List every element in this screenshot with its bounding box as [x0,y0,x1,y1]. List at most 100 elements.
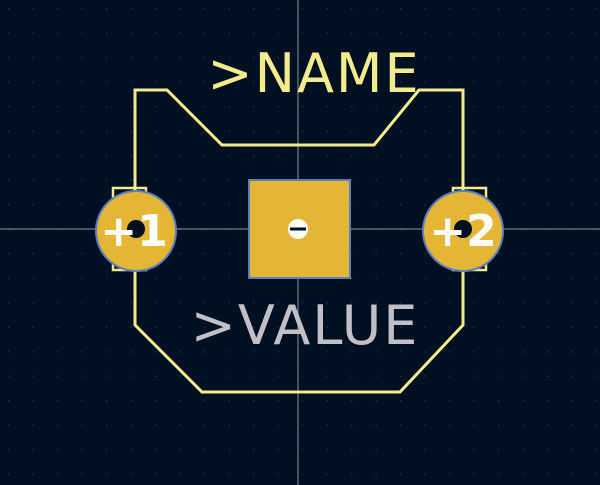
grid-dot [498,424,500,426]
pad-center[interactable] [248,179,351,279]
grid-dot [8,253,10,255]
grid-dot [522,32,524,34]
grid-dot [57,253,59,255]
grid-dot [106,424,108,426]
footprint-name-text[interactable]: >NAME [207,42,420,105]
grid-dot [8,204,10,206]
grid-dot [204,400,206,402]
grid-dot [326,351,328,353]
grid-dot [596,326,598,328]
grid-dot [57,424,59,426]
footprint-value-text[interactable]: >VALUE [191,294,420,357]
grid-dot [547,449,549,451]
grid-dot [57,473,59,475]
grid-dot [81,277,83,279]
grid-dot [81,155,83,157]
grid-dot [449,32,451,34]
grid-dot [498,81,500,83]
grid-dot [155,277,157,279]
grid-dot [400,155,402,157]
grid-dot [522,81,524,83]
grid-dot [326,326,328,328]
grid-dot [302,400,304,402]
grid-dot [130,375,132,377]
grid-dot [375,400,377,402]
grid-dot [547,253,549,255]
grid-dot [351,81,353,83]
grid-dot [204,130,206,132]
grid-dot [57,277,59,279]
grid-dot [130,106,132,108]
grid-dot [596,277,598,279]
grid-dot [106,106,108,108]
grid-dot [498,449,500,451]
grid-dot [473,449,475,451]
grid-dot [57,302,59,304]
grid-dot [277,57,279,59]
grid-dot [351,155,353,157]
silkscreen-body-outline[interactable] [133,88,465,394]
grid-dot [351,8,353,10]
grid-dot [400,253,402,255]
grid-dot [473,400,475,402]
grid-dot [547,375,549,377]
grid-dot [32,155,34,157]
grid-dot [547,204,549,206]
grid-dot [571,424,573,426]
grid-dot [522,106,524,108]
grid-dot [400,424,402,426]
grid-dot [179,130,181,132]
grid-dot [473,424,475,426]
grid-dot [155,424,157,426]
grid-dot [547,302,549,304]
grid-dot [351,32,353,34]
grid-dot [449,106,451,108]
grid-dot [375,106,377,108]
grid-dot [253,375,255,377]
grid-dot [473,375,475,377]
grid-dot [326,302,328,304]
grid-dot [253,326,255,328]
grid-dot [547,424,549,426]
grid-dot [32,57,34,59]
grid-dot [57,32,59,34]
grid-dot [596,204,598,206]
grid-dot [57,106,59,108]
grid-dot [81,326,83,328]
grid-dot [473,32,475,34]
grid-dot [155,106,157,108]
grid-dot [130,302,132,304]
grid-dot [8,155,10,157]
grid-dot [351,473,353,475]
grid-dot [375,449,377,451]
grid-dot [400,326,402,328]
grid-dot [204,155,206,157]
grid-dot [498,326,500,328]
grid-dot [522,473,524,475]
pad-2[interactable]: +2 [422,190,504,272]
grid-dot [106,130,108,132]
grid-dot [81,81,83,83]
grid-dot [547,8,549,10]
grid-dot [302,106,304,108]
grid-dot [228,375,230,377]
grid-dot [547,326,549,328]
grid-dot [130,81,132,83]
pad-1[interactable]: +1 [95,190,177,272]
grid-dot [302,302,304,304]
grid-dot [375,32,377,34]
grid-dot [32,179,34,181]
grid-dot [204,57,206,59]
grid-dot [547,351,549,353]
grid-dot [522,400,524,402]
grid-dot [424,204,426,206]
grid-dot [571,400,573,402]
grid-dot [57,57,59,59]
grid-dot [228,326,230,328]
grid-dot [596,57,598,59]
grid-dot [253,400,255,402]
grid-dot [57,449,59,451]
grid-dot [302,424,304,426]
